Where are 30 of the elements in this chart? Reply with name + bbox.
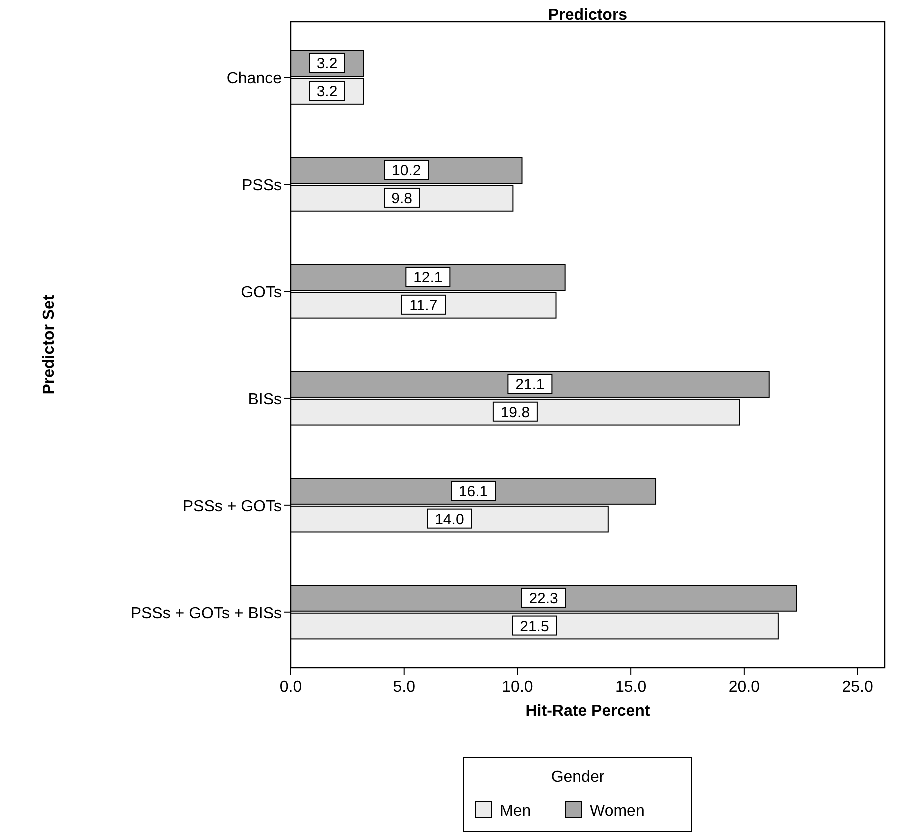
- x-tick-label: 0.0: [280, 679, 302, 696]
- data-label: 9.8: [392, 190, 413, 208]
- legend-title: Gender: [551, 769, 606, 786]
- data-label: 11.7: [410, 297, 438, 314]
- x-tick-label: 5.0: [393, 679, 416, 696]
- x-tick-label: 20.0: [728, 679, 760, 696]
- x-tick-label: 15.0: [616, 679, 647, 696]
- y-tick-label: Chance: [226, 70, 282, 88]
- data-label: 22.3: [529, 590, 558, 608]
- y-axis-title: Predictor Set: [41, 294, 58, 395]
- data-label: 16.1: [458, 484, 488, 501]
- data-label: 19.8: [500, 404, 530, 422]
- data-label: 21.1: [516, 376, 545, 394]
- legend-label: Men: [500, 803, 532, 820]
- x-tick-label: 10.0: [502, 679, 534, 696]
- x-tick-label: 25.0: [842, 679, 874, 696]
- chart-title: Predictors: [548, 7, 628, 24]
- data-label: 3.2: [316, 84, 338, 101]
- legend-label: Women: [590, 803, 645, 820]
- data-label: 3.2: [316, 56, 338, 73]
- y-tick-label: BISs: [248, 391, 282, 408]
- data-label: 21.5: [520, 618, 550, 636]
- x-axis-title: Hit-Rate Percent: [526, 703, 651, 720]
- y-tick-label: PSSs: [242, 178, 282, 195]
- data-label: 12.1: [414, 270, 443, 287]
- data-label: 14.0: [435, 511, 464, 528]
- data-label: 10.2: [392, 162, 422, 180]
- y-tick-label: PSSs + GOTs + BISs: [130, 605, 282, 622]
- y-tick-label: GOTs: [241, 284, 282, 302]
- y-tick-label: PSSs + GOTs: [182, 498, 282, 516]
